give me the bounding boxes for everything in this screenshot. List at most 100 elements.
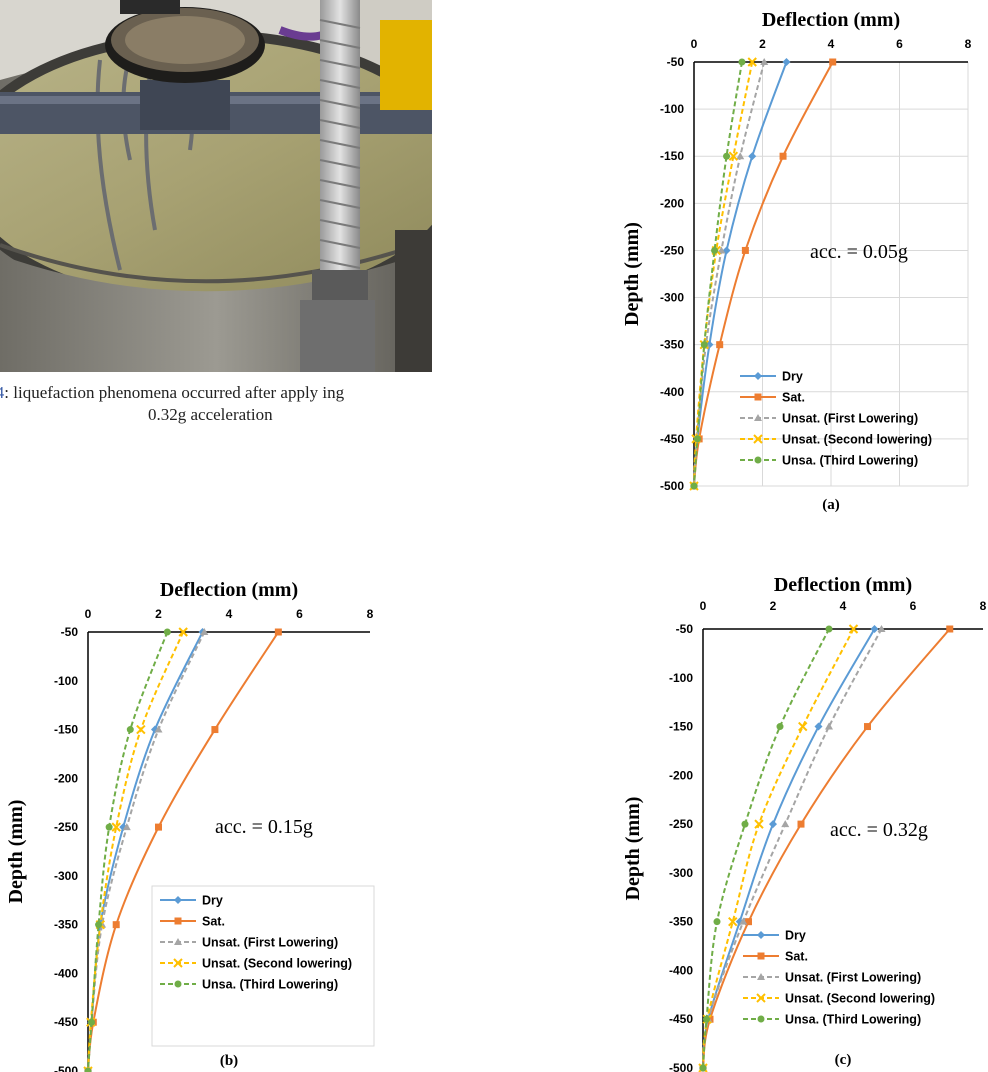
data-point [779, 152, 787, 160]
x-tick-label: 0 [700, 599, 707, 613]
data-point [84, 1067, 92, 1072]
series-line [693, 61, 766, 487]
legend: Dry Sat. Unsat. (First Lowering) Unsat. (Se… [151, 885, 375, 1047]
y-tick-label: -450 [54, 1015, 78, 1029]
data-point [154, 725, 163, 733]
legend-marker [754, 393, 762, 401]
data-point [178, 627, 188, 637]
series-line [693, 61, 754, 487]
legend-marker [173, 958, 183, 968]
data-point [781, 820, 790, 828]
y-tick-label: -400 [669, 963, 693, 977]
data-point [825, 625, 833, 633]
series [84, 628, 171, 1072]
data-point [946, 625, 954, 633]
data-point [699, 1064, 707, 1072]
data-point [760, 58, 769, 65]
figure-ref: e 4 [0, 383, 5, 402]
data-point [211, 726, 219, 734]
x-tick-label: 6 [896, 37, 903, 51]
y-tick-label: -100 [669, 671, 693, 685]
y-tick-label: -300 [669, 866, 693, 880]
legend-label: Unsa. (Third Lowering) [785, 1013, 921, 1027]
data-point [703, 1015, 710, 1023]
data-point [690, 482, 698, 490]
y-tick-label: -400 [660, 385, 684, 399]
legend-marker [754, 414, 762, 421]
data-point [163, 628, 171, 636]
data-point [797, 820, 805, 828]
data-point [747, 57, 757, 67]
y-tick-label: -100 [660, 102, 684, 116]
y-tick-label: -200 [669, 768, 693, 782]
y-axis-label: Depth (mm) [5, 800, 27, 904]
chart-title: Deflection (mm) [160, 579, 298, 601]
data-point [274, 628, 282, 636]
y-tick-label: -50 [676, 622, 694, 636]
data-point [713, 918, 721, 926]
panel-label: (a) [822, 497, 840, 513]
data-point [136, 724, 146, 735]
panel-label: (b) [220, 1053, 238, 1069]
legend-label: Sat. [202, 915, 225, 929]
data-point [155, 823, 162, 831]
y-axis-label: Depth (mm) [621, 222, 643, 326]
y-tick-label: -150 [54, 723, 78, 737]
data-point [716, 341, 724, 349]
y-axis-label: Depth (mm) [622, 797, 644, 901]
data-point [848, 624, 859, 634]
legend-label: Unsat. (First Lowering) [202, 936, 338, 950]
legend-marker [753, 434, 763, 444]
data-point [693, 435, 701, 443]
legend: Dry Sat. Unsat. (First Lowering) Unsat. (Se… [740, 370, 932, 468]
legend-label: Sat. [785, 950, 808, 964]
x-tick-label: 2 [759, 37, 766, 51]
x-tick-label: 2 [770, 599, 777, 613]
y-tick-label: -350 [669, 915, 693, 929]
x-tick-label: 4 [840, 599, 847, 613]
legend-marker [757, 1015, 765, 1023]
data-point [814, 722, 823, 731]
y-tick-label: -400 [54, 966, 78, 980]
y-tick-label: -250 [669, 817, 693, 831]
chart-title: Deflection (mm) [762, 9, 900, 31]
y-tick-label: -500 [660, 479, 684, 493]
y-tick-label: -200 [54, 771, 78, 785]
legend-marker [756, 993, 766, 1003]
y-tick-label: -50 [667, 55, 685, 69]
data-point [95, 921, 103, 929]
legend-label: Dry [782, 370, 803, 384]
data-point [105, 823, 113, 831]
acceleration-annotation: acc. = 0.32g [830, 819, 928, 841]
data-point [728, 151, 739, 161]
legend-label: Dry [202, 894, 223, 908]
data-point [864, 723, 871, 731]
legend-marker [174, 980, 182, 988]
legend-label: Unsat. (First Lowering) [782, 412, 918, 426]
y-tick-label: -200 [660, 196, 684, 210]
legend-label: Unsat. (Second lowering) [782, 433, 932, 447]
legend-label: Dry [785, 929, 806, 943]
data-point [748, 152, 757, 161]
x-tick-label: 0 [85, 607, 92, 621]
data-point [728, 916, 738, 927]
data-point [745, 918, 752, 926]
legend-box [151, 885, 375, 1047]
data-point [112, 921, 120, 929]
data-point [739, 917, 748, 925]
chart-c: Deflection (mm) 0 2 4 6 8 -50 -100 -150 -200 -250 -… [622, 574, 987, 1072]
panel-label: (c) [835, 1052, 852, 1068]
data-point [88, 1018, 96, 1026]
legend-label: Unsat. (Second lowering) [785, 992, 935, 1006]
data-point [200, 628, 209, 635]
legend-marker [174, 917, 182, 925]
y-tick-label: -150 [669, 720, 693, 734]
caption-line-2: 0.32g acceleration [148, 405, 273, 424]
x-tick-label: 4 [226, 607, 233, 621]
series [699, 625, 833, 1072]
caption-line-1: : liquefaction phenomena occurred after … [4, 383, 345, 402]
data-point [782, 58, 791, 66]
legend-label: Unsat. (Second lowering) [202, 957, 352, 971]
x-tick-label: 8 [980, 599, 987, 613]
y-tick-label: -450 [669, 1012, 693, 1026]
